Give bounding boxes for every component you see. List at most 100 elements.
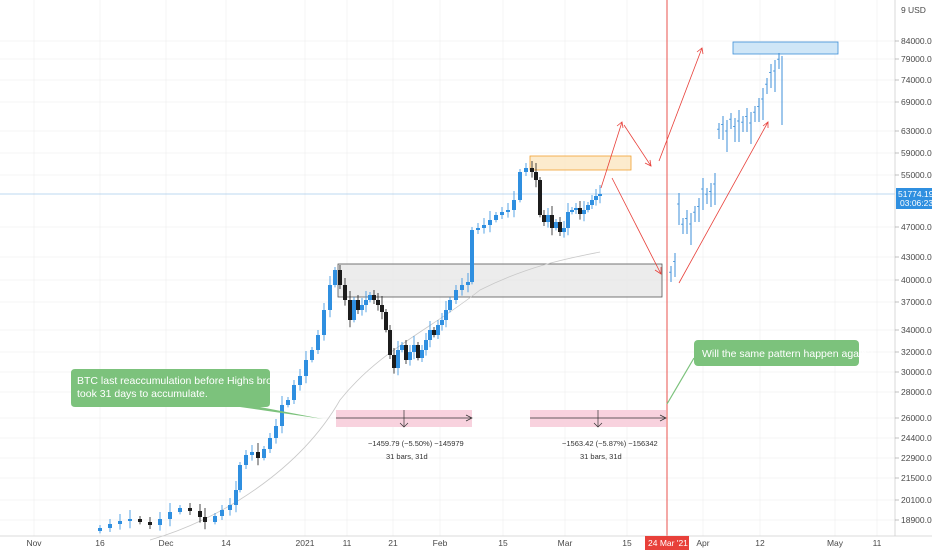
price-tick-label: 40000.00 (901, 275, 932, 285)
candle (538, 180, 542, 215)
measure-right-line1: −1563.42 (−5.87%) −156342 (562, 439, 658, 448)
time-tick-label: 12 (755, 538, 765, 548)
right-callout-pointer (666, 357, 695, 405)
price-tick-label: 18900.00 (901, 515, 932, 525)
candle (408, 352, 412, 360)
price-tick-label: 43000.00 (901, 252, 932, 262)
candle (404, 345, 408, 360)
time-tick-label: Nov (26, 538, 42, 548)
candle (128, 519, 132, 521)
candle (178, 508, 182, 512)
candle (476, 228, 480, 230)
orange-resistance-zone (529, 155, 632, 171)
candle (512, 200, 516, 210)
price-tick-label: 34000.00 (901, 325, 932, 335)
price-tick-label: 22900.00 (901, 453, 932, 463)
candle (488, 220, 492, 225)
candle (570, 210, 574, 212)
candle (268, 438, 272, 449)
candle (412, 345, 416, 352)
price-tick-label: 74000.00 (901, 75, 932, 85)
candle (586, 205, 590, 210)
left-callout-text: BTC last reaccumulation before Highs bro… (77, 375, 283, 400)
candle (298, 376, 302, 385)
candle (372, 295, 376, 300)
candle (454, 290, 458, 300)
candle (322, 310, 326, 335)
price-tick-label: 37000.00 (901, 297, 932, 307)
right-callout-text: Will the same pattern happen again? (702, 348, 873, 360)
candle (244, 455, 248, 465)
candle (328, 285, 332, 310)
time-tick-label: 11 (343, 538, 352, 548)
price-tick-label: 32000.00 (901, 347, 932, 357)
candle (444, 310, 448, 320)
candle (440, 320, 444, 325)
projection-candles-group (669, 53, 783, 282)
candle (203, 517, 207, 522)
candle (228, 505, 232, 510)
candle (416, 345, 420, 358)
cursor-date-badge (645, 536, 689, 550)
price-tick-label: 84000.00 (901, 36, 932, 46)
candle (352, 300, 356, 320)
candle (213, 516, 217, 522)
candle (262, 449, 266, 458)
candle (343, 285, 347, 300)
time-tick-label: 11 (873, 538, 882, 548)
countdown-value: 03:06:23 (900, 198, 932, 208)
candle (558, 222, 562, 232)
left-callout-bubble (71, 369, 323, 419)
candle (220, 510, 224, 516)
measure-left-line1: −1459.79 (−5.50%) −145979 (368, 439, 464, 448)
candle (530, 168, 534, 172)
candle (424, 340, 428, 350)
price-tick-label: 63000.00 (901, 126, 932, 136)
time-scale-ticks: Nov 16 Dec 14 2021 11 21 Feb 15 Mar 15 Apr 12 May 11 (26, 538, 881, 548)
price-tick-label: 59000.00 (901, 148, 932, 158)
price-tick-label: 21500.00 (901, 473, 932, 483)
measure-right-line2: 31 bars, 31d (580, 452, 622, 461)
currency-label: USD (908, 5, 926, 15)
candle (256, 452, 260, 458)
candle (534, 172, 538, 180)
time-tick-label: May (827, 538, 844, 548)
price-tick-label: 9 (901, 5, 906, 15)
candle (138, 519, 142, 522)
price-tick-label: 47000.00 (901, 222, 932, 232)
candle (518, 172, 522, 200)
candle (542, 215, 546, 222)
candle (238, 465, 242, 490)
candle (118, 521, 122, 524)
candle (286, 400, 290, 405)
candle (582, 210, 586, 214)
candle (574, 208, 578, 210)
price-tick-label: 30000.00 (901, 367, 932, 377)
candle (396, 350, 400, 368)
candle (524, 168, 528, 172)
candle (448, 300, 452, 310)
candle (292, 385, 296, 400)
candle (554, 222, 558, 228)
candle (578, 208, 582, 214)
price-tick-label: 55000.00 (901, 170, 932, 180)
candle (550, 215, 554, 228)
time-tick-label: 15 (622, 538, 632, 548)
time-tick-label: 21 (388, 538, 398, 548)
candle (420, 350, 424, 358)
price-tick-label: 69000.00 (901, 97, 932, 107)
price-tick-label: 20100.00 (901, 495, 932, 505)
price-tick-label: 28000.00 (901, 387, 932, 397)
candle (432, 330, 436, 335)
candle (310, 350, 314, 360)
time-tick-label: Dec (158, 538, 174, 548)
candle (598, 194, 602, 196)
candle (304, 360, 308, 376)
candle (400, 345, 404, 350)
candle (316, 335, 320, 350)
candle (460, 285, 464, 290)
price-scale-panel (895, 0, 932, 536)
last-price-badge (896, 188, 932, 209)
price-tick-label: 79000.00 (901, 54, 932, 64)
